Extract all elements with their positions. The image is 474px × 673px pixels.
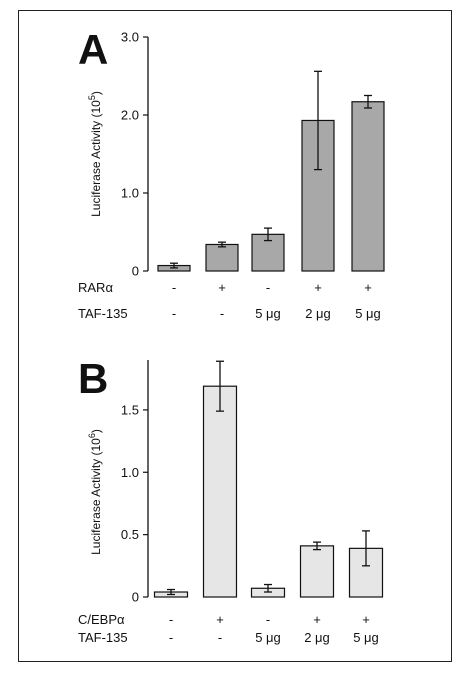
panel-a-bar bbox=[251, 233, 285, 272]
panel-b-y-tick-label: 0.5 bbox=[121, 527, 139, 542]
panel-b-condition-value: 5 μg bbox=[255, 630, 281, 645]
panel-a-condition-value: 5 μg bbox=[255, 306, 281, 321]
panel-a-y-tick-label: 0 bbox=[132, 264, 139, 279]
panel-b-condition-value: + bbox=[216, 612, 224, 627]
panel-a-condition-label: TAF-135 bbox=[78, 306, 128, 321]
panel-b-condition-value: - bbox=[169, 612, 173, 627]
panel-a-condition-value: - bbox=[172, 280, 176, 295]
panel-b-condition-label: TAF-135 bbox=[78, 630, 128, 645]
panel-a-bar bbox=[351, 101, 385, 272]
panel-a-condition-value: - bbox=[266, 280, 270, 295]
panel-a-condition-value: 5 μg bbox=[355, 306, 381, 321]
panel-a-condition-label: RARα bbox=[78, 280, 113, 295]
panel-a: A 0 1.0 2.0 3.0 Luciferase Activity (105) RARα… bbox=[78, 26, 385, 321]
panel-b-y-tick-label: 1.5 bbox=[121, 402, 139, 417]
panel-b-condition-value: + bbox=[362, 612, 370, 627]
panel-b-condition-value: 5 μg bbox=[353, 630, 379, 645]
panel-b-condition-value: - bbox=[266, 612, 270, 627]
panel-a-bar bbox=[205, 243, 239, 272]
panel-a-y-tick-label: 1.0 bbox=[121, 186, 139, 201]
panel-b-condition-value: + bbox=[313, 612, 321, 627]
panel-a-y-axis-label: Luciferase Activity (105) bbox=[87, 91, 103, 217]
panel-b-bar bbox=[202, 385, 238, 598]
panel-b: B 0 0.5 1.0 1.5 Luciferase Activity (106) C/EB… bbox=[78, 355, 384, 645]
panel-b-y-tick-label: 0 bbox=[132, 590, 139, 605]
panel-b-condition-value: - bbox=[218, 630, 222, 645]
panel-a-condition-value: + bbox=[314, 280, 322, 295]
panel-b-condition-label: C/EBPα bbox=[78, 612, 125, 627]
panel-b-letter: B bbox=[78, 355, 108, 402]
panel-a-condition-value: + bbox=[364, 280, 372, 295]
panel-b-y-axis-label: Luciferase Activity (106) bbox=[87, 429, 103, 555]
panel-b-bar bbox=[348, 547, 384, 598]
panel-a-y-tick-label: 2.0 bbox=[121, 108, 139, 123]
panel-a-bar bbox=[301, 119, 335, 272]
figure-frame bbox=[18, 10, 452, 662]
panel-a-condition-value: - bbox=[172, 306, 176, 321]
panel-b-y-tick-label: 1.0 bbox=[121, 465, 139, 480]
panel-b-condition-value: 2 μg bbox=[304, 630, 330, 645]
panel-a-y-tick-label: 3.0 bbox=[121, 30, 139, 45]
panel-a-condition-value: 2 μg bbox=[305, 306, 331, 321]
panel-a-condition-value: - bbox=[220, 306, 224, 321]
panel-a-letter: A bbox=[78, 26, 108, 73]
panel-a-condition-value: + bbox=[218, 280, 226, 295]
panel-b-bar bbox=[299, 545, 335, 598]
panel-b-condition-value: - bbox=[169, 630, 173, 645]
